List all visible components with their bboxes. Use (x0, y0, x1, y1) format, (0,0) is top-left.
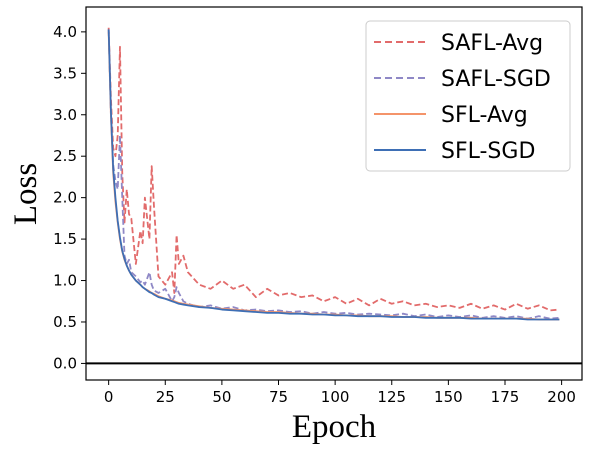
y-tick-label: 3.0 (53, 106, 77, 124)
y-tick-label: 1.0 (53, 272, 77, 290)
x-axis-title: Epoch (292, 409, 377, 445)
x-axis: 0 25 50 75 100 125 150 175 200 (104, 380, 576, 406)
y-axis: 0.0 0.5 1.0 1.5 2.0 2.5 3.0 3.5 4.0 (53, 23, 86, 372)
legend-label: SFL-SGD (441, 139, 535, 164)
series-layer (107, 27, 560, 321)
x-tick-label: 50 (212, 388, 231, 406)
series-line-sfl-sgd (107, 29, 560, 321)
x-tick-label: 150 (434, 388, 463, 406)
y-tick-label: 0.5 (53, 313, 77, 331)
x-tick-label: 125 (377, 388, 406, 406)
legend-label: SFL-Avg (441, 103, 528, 128)
x-tick-label: 0 (104, 388, 114, 406)
x-tick-label: 175 (491, 388, 520, 406)
x-tick-label: 25 (156, 388, 175, 406)
y-tick-label: 0.0 (53, 354, 77, 372)
x-tick-label: 100 (321, 388, 350, 406)
plot-frame (85, 6, 583, 381)
series-line-safl-sgd (107, 30, 560, 320)
legend-label: SAFL-SGD (441, 67, 551, 92)
y-tick-label: 4.0 (53, 23, 77, 41)
series-line-safl-avg (107, 27, 560, 312)
y-tick-label: 3.5 (53, 64, 77, 82)
x-tick-label: 200 (547, 388, 576, 406)
x-tick-label: 75 (269, 388, 288, 406)
y-tick-label: 1.5 (53, 230, 77, 248)
legend-label: SAFL-Avg (441, 31, 543, 56)
legend: SAFL-Avg SAFL-SGD SFL-Avg SFL-SGD (365, 20, 571, 172)
legend-box (365, 20, 571, 172)
y-tick-label: 2.5 (53, 147, 77, 165)
y-tick-label: 2.0 (53, 189, 77, 207)
y-axis-title: Loss (8, 163, 44, 225)
